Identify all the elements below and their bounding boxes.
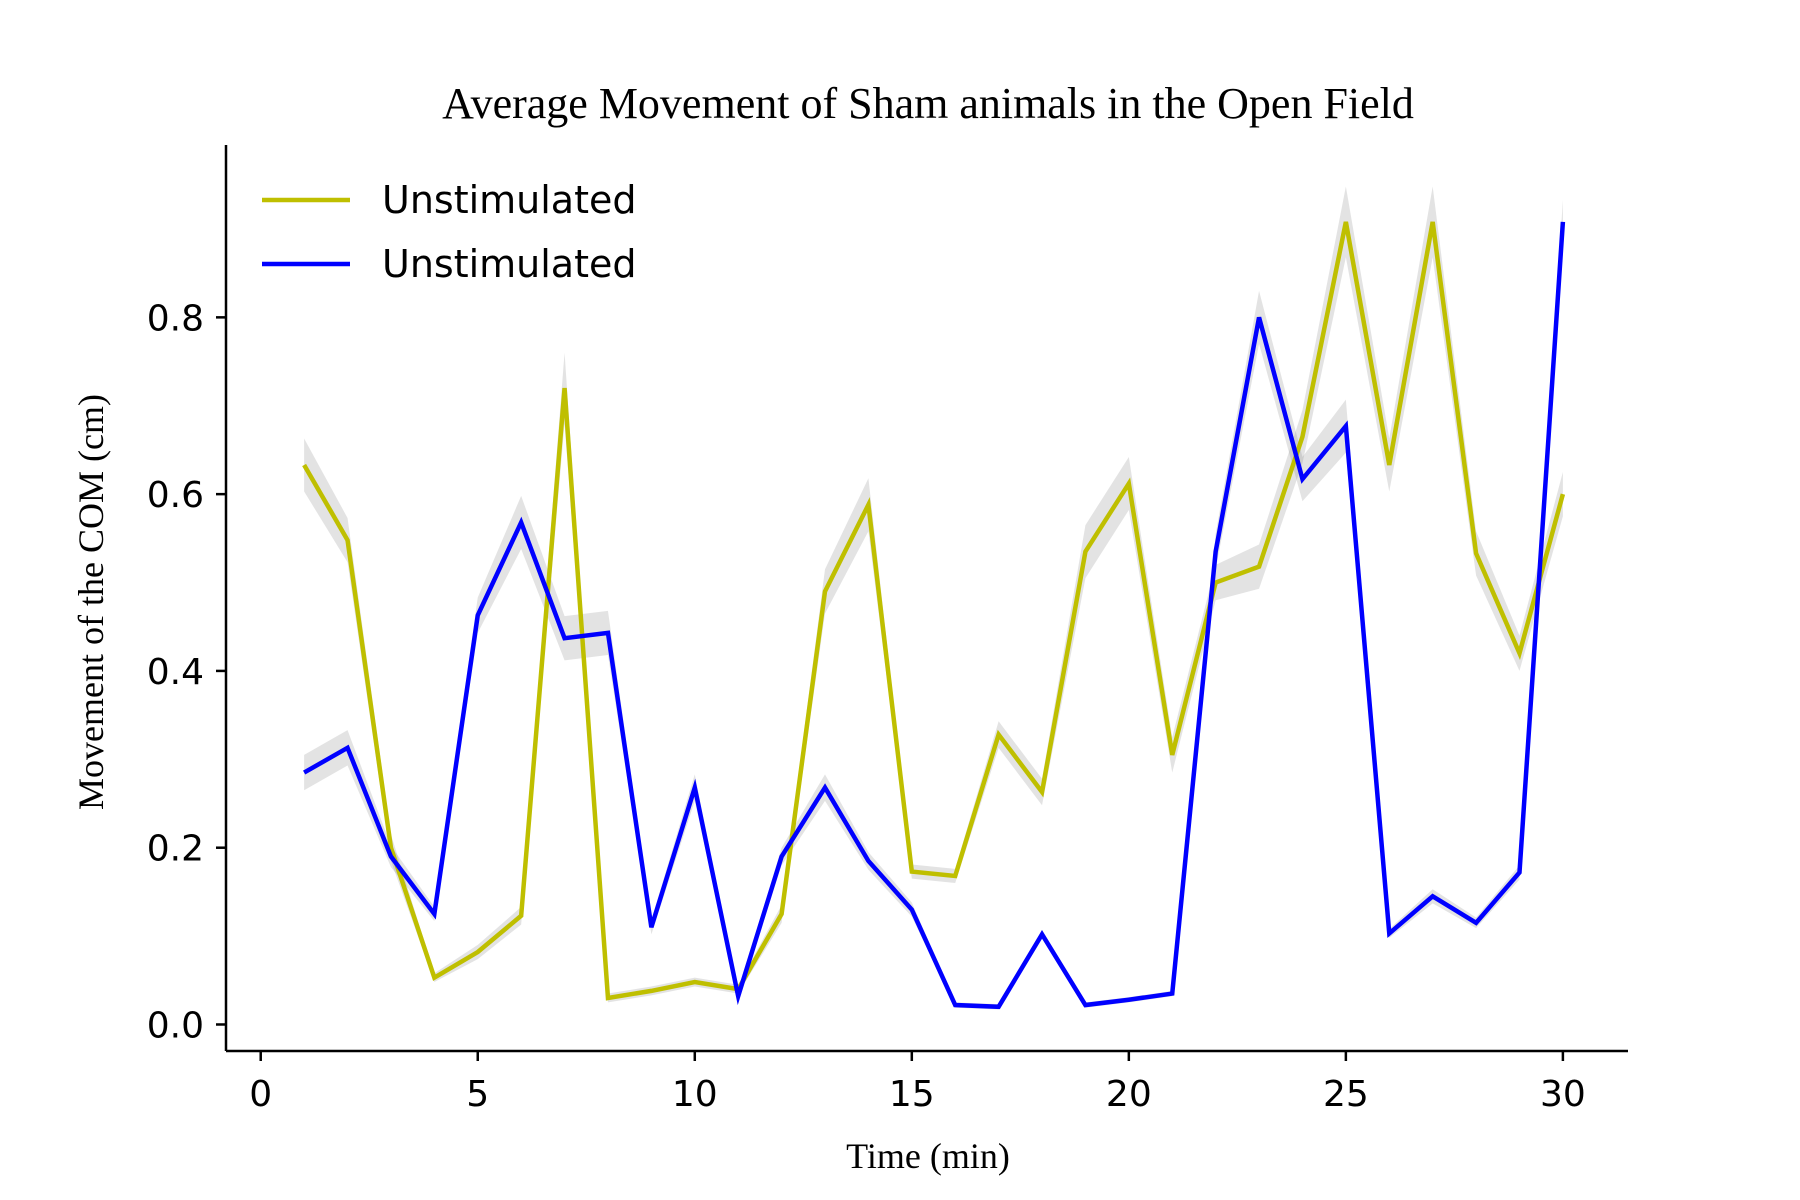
confidence-bands — [304, 186, 1563, 1010]
x-tick-label: 5 — [466, 1074, 489, 1115]
y-tick-label: 0.6 — [147, 475, 204, 516]
series-line-2 — [303, 221, 1566, 1010]
x-tick-label: 10 — [672, 1074, 718, 1115]
y-tick-label: 0.2 — [147, 829, 204, 870]
x-ticks: 0 5 10 15 20 25 30 — [249, 1051, 1586, 1115]
legend: Unstimulated Unstimulated — [262, 178, 637, 286]
series-line-1 — [302, 221, 1566, 1001]
x-tick-label: 25 — [1323, 1074, 1369, 1115]
y-ticks: 0.0 0.2 0.4 0.6 0.8 — [147, 298, 226, 1046]
y-tick-label: 0.8 — [147, 298, 204, 339]
legend-label-1: Unstimulated — [382, 178, 637, 222]
y-tick-label: 0.0 — [147, 1005, 204, 1046]
x-tick-label: 30 — [1540, 1074, 1586, 1115]
x-axis-label: Time (min) — [846, 1136, 1010, 1176]
x-tick-label: 20 — [1106, 1074, 1152, 1115]
legend-label-2: Unstimulated — [382, 242, 637, 286]
series-lines — [302, 221, 1566, 1010]
series-band-2 — [304, 199, 1563, 1010]
x-tick-label: 0 — [249, 1074, 272, 1115]
chart-title: Average Movement of Sham animals in the … — [442, 79, 1414, 128]
y-tick-label: 0.4 — [147, 652, 204, 693]
y-axis-label: Movement of the COM (cm) — [71, 394, 111, 810]
x-tick-label: 15 — [889, 1074, 935, 1115]
axes — [224, 145, 1628, 1053]
